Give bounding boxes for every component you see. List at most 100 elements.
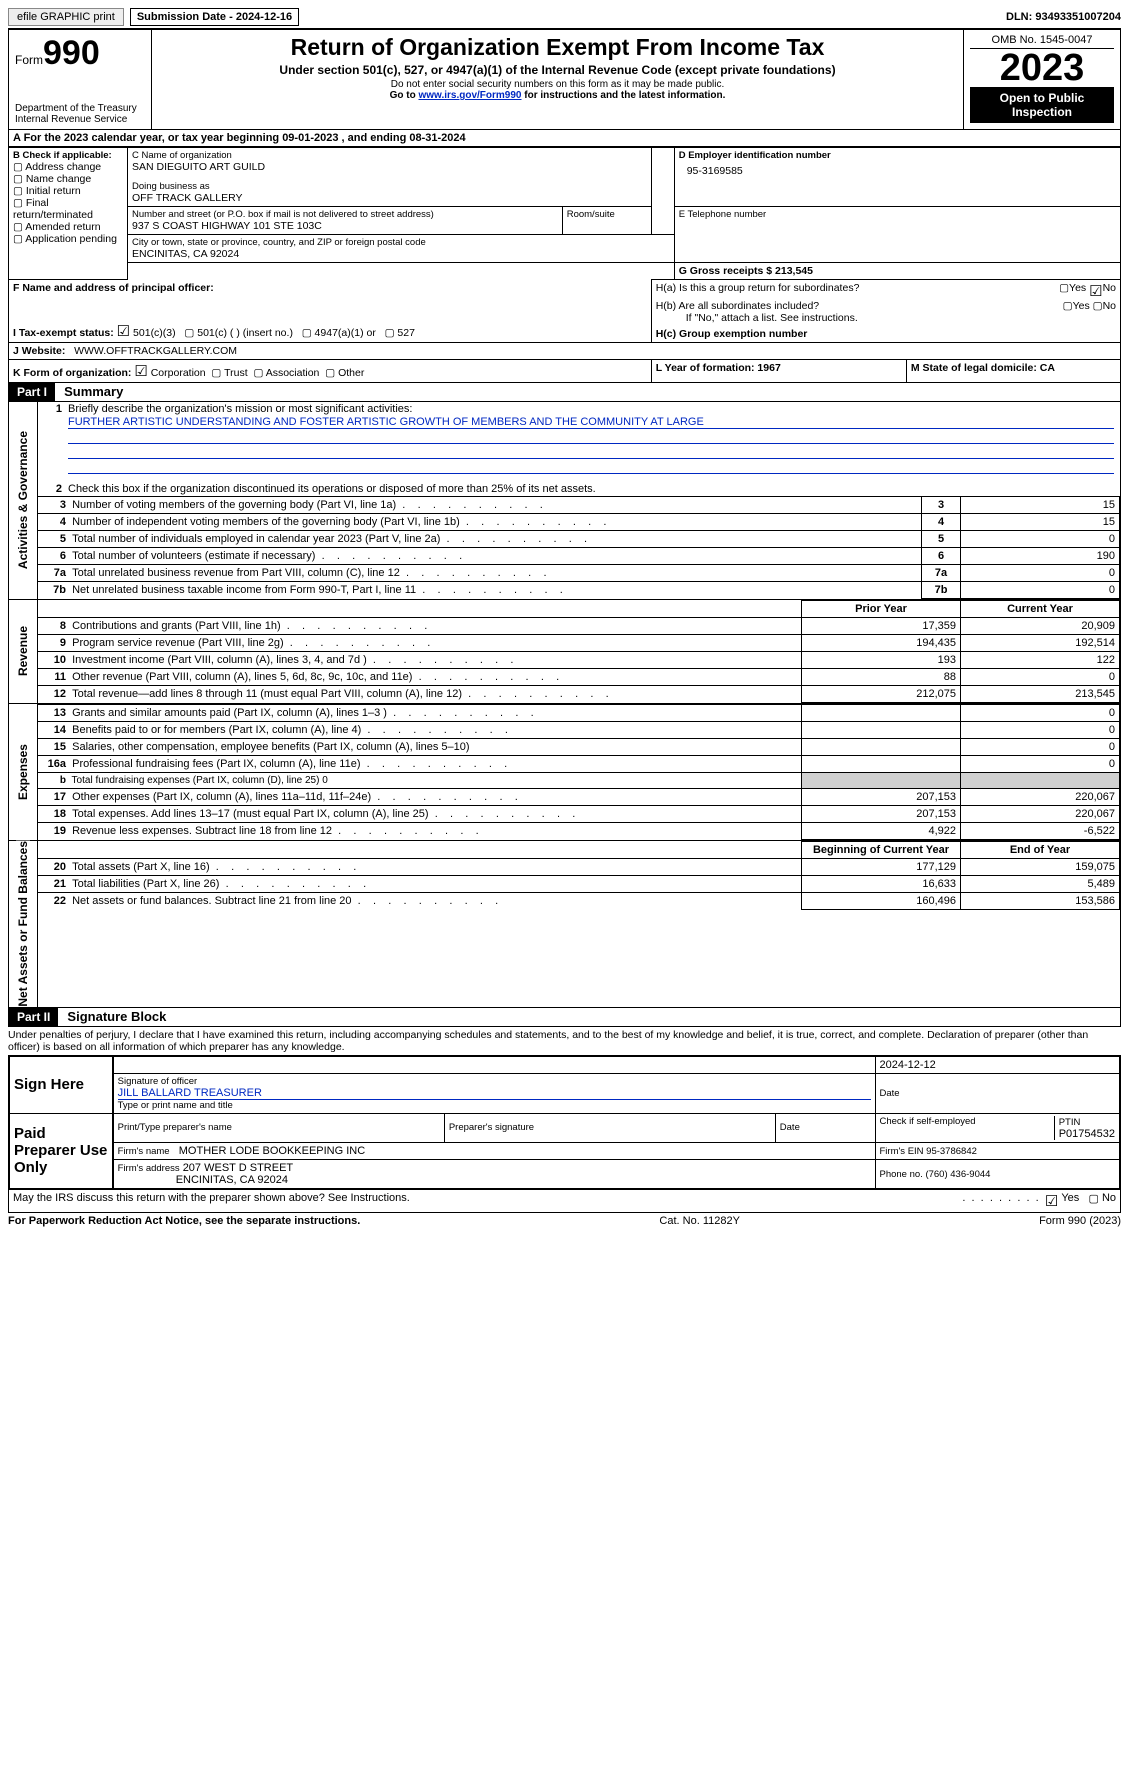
prep-sig-label: Preparer's signature xyxy=(449,1122,771,1133)
hc-label: H(c) Group exemption number xyxy=(656,328,808,340)
dept-treasury: Department of the Treasury Internal Reve… xyxy=(15,103,145,125)
l-year-formation: L Year of formation: 1967 xyxy=(656,362,781,374)
line2-text: Check this box if the organization disco… xyxy=(68,483,596,495)
m-domicile: M State of legal domicile: CA xyxy=(911,362,1055,374)
form-title: Return of Organization Exempt From Incom… xyxy=(158,34,957,61)
b-final-return: ▢ Final return/terminated xyxy=(13,197,123,221)
dba-name: OFF TRACK GALLERY xyxy=(132,192,647,204)
b-label: B Check if applicable: xyxy=(13,150,123,161)
i-label: I Tax-exempt status: xyxy=(13,327,114,339)
check-501c3: ☑ xyxy=(117,323,130,340)
part2-bar: Part II xyxy=(9,1008,58,1026)
goto-line: Go to www.irs.gov/Form990 for instructio… xyxy=(158,90,957,101)
discuss-row: May the IRS discuss this return with the… xyxy=(8,1190,1121,1213)
tab-governance: Activities & Governance xyxy=(16,431,30,569)
website-value: WWW.OFFTRACKGALLERY.COM xyxy=(74,345,237,357)
footer-right: Form 990 (2023) xyxy=(1039,1215,1121,1227)
firm-ein: Firm's EIN 95-3786842 xyxy=(880,1146,977,1157)
section-revenue: Revenue Prior YearCurrent Year8 Contribu… xyxy=(8,599,1121,703)
org-name: SAN DIEGUITO ART GUILD xyxy=(132,161,647,173)
k-label: K Form of organization: xyxy=(13,367,131,379)
prep-date-label: Date xyxy=(780,1122,871,1133)
ptin-value: P01754532 xyxy=(1059,1128,1115,1140)
ha-no-checked: ☑ xyxy=(1089,282,1102,300)
b-initial-return: ▢ Initial return xyxy=(13,185,123,197)
hb-no: ▢No xyxy=(1093,300,1116,312)
ein-value: 95-3169585 xyxy=(679,161,1116,177)
hb-note: If "No," attach a list. See instructions… xyxy=(656,312,1116,324)
section-netassets: Net Assets or Fund Balances Beginning of… xyxy=(8,840,1121,1008)
ha-label: H(a) Is this a group return for subordin… xyxy=(656,282,1059,300)
firm-addr1: 207 WEST D STREET xyxy=(183,1162,293,1174)
room-label: Room/suite xyxy=(567,209,647,220)
mission-text: FURTHER ARTISTIC UNDERSTANDING AND FOSTE… xyxy=(68,416,1114,429)
no-ssn-note: Do not enter social security numbers on … xyxy=(158,79,957,90)
check-self-employed: Check if self-employed xyxy=(880,1116,1055,1140)
firm-name: MOTHER LODE BOOKKEEPING INC xyxy=(179,1145,365,1157)
ha-yes: ▢Yes xyxy=(1059,282,1086,300)
ptin-label: PTIN xyxy=(1059,1117,1081,1128)
line-a: A For the 2023 calendar year, or tax yea… xyxy=(8,130,1121,147)
open-to-public: Open to Public Inspection xyxy=(970,87,1114,123)
revenue-table: Prior YearCurrent Year8 Contributions an… xyxy=(38,600,1120,703)
sign-here-label: Sign Here xyxy=(9,1056,113,1114)
tax-year: 2023 xyxy=(970,49,1114,87)
b-amended-return: ▢ Amended return xyxy=(13,221,123,233)
discuss-yes-checked: ☑ xyxy=(1045,1192,1058,1210)
part1-title: Summary xyxy=(58,384,123,399)
signature-table: Sign Here 2024-12-12 Signature of office… xyxy=(8,1055,1121,1190)
form-number: 990 xyxy=(43,34,100,72)
form-header: Form990 Department of the Treasury Inter… xyxy=(8,30,1121,130)
section-expenses: Expenses 13 Grants and similar amounts p… xyxy=(8,703,1121,840)
irs-link[interactable]: www.irs.gov/Form990 xyxy=(418,90,521,101)
hb-label: H(b) Are all subordinates included? xyxy=(656,300,1063,312)
city-label: City or town, state or province, country… xyxy=(132,237,670,248)
street-label: Number and street (or P.O. box if mail i… xyxy=(132,209,558,220)
discuss-text: May the IRS discuss this return with the… xyxy=(13,1192,962,1210)
j-label: J Website: xyxy=(13,345,65,357)
header-grid: B Check if applicable: ▢ Address change … xyxy=(8,147,1121,383)
line1-label: Briefly describe the organization's miss… xyxy=(68,403,412,415)
top-bar: efile GRAPHIC print Submission Date - 20… xyxy=(8,8,1121,30)
tab-revenue: Revenue xyxy=(16,626,30,676)
firm-name-label: Firm's name xyxy=(118,1146,170,1157)
tab-expenses: Expenses xyxy=(16,744,30,800)
city-value: ENCINITAS, CA 92024 xyxy=(132,248,670,260)
b-application-pending: ▢ Application pending xyxy=(13,233,123,245)
paid-preparer-label: Paid Preparer Use Only xyxy=(9,1113,113,1189)
officer-name: JILL BALLARD TREASURER xyxy=(118,1087,871,1100)
netassets-table: Beginning of Current YearEnd of Year20 T… xyxy=(38,841,1120,910)
footer-left: For Paperwork Reduction Act Notice, see … xyxy=(8,1215,360,1227)
k-corp-checked: ☑ xyxy=(134,363,147,380)
sig-declaration: Under penalties of perjury, I declare th… xyxy=(8,1027,1121,1055)
d-ein-label: D Employer identification number xyxy=(679,150,1116,161)
street-value: 937 S COAST HIGHWAY 101 STE 103C xyxy=(132,220,558,232)
type-name-label: Type or print name and title xyxy=(118,1100,871,1111)
firm-addr2: ENCINITAS, CA 92024 xyxy=(176,1174,288,1186)
c-name-label: C Name of organization xyxy=(132,150,647,161)
form-label: Form xyxy=(15,53,43,67)
submission-date: Submission Date - 2024-12-16 xyxy=(130,8,299,26)
efile-print-button[interactable]: efile GRAPHIC print xyxy=(8,8,124,26)
sig-officer-label: Signature of officer xyxy=(118,1076,871,1087)
prep-name-label: Print/Type preparer's name xyxy=(118,1122,440,1133)
part1-bar: Part I xyxy=(9,383,55,401)
firm-addr-label: Firm's address xyxy=(118,1163,180,1174)
expenses-table: 13 Grants and similar amounts paid (Part… xyxy=(38,704,1120,840)
page-footer: For Paperwork Reduction Act Notice, see … xyxy=(8,1215,1121,1227)
section-governance: Activities & Governance 1Briefly describ… xyxy=(8,402,1121,599)
f-officer-label: F Name and address of principal officer: xyxy=(13,282,647,294)
g-gross-receipts: G Gross receipts $ 213,545 xyxy=(679,265,813,277)
part2-title: Signature Block xyxy=(61,1009,166,1024)
hb-yes: ▢Yes xyxy=(1063,300,1090,312)
footer-mid: Cat. No. 11282Y xyxy=(659,1215,740,1227)
dba-label: Doing business as xyxy=(132,181,647,192)
governance-table: 3 Number of voting members of the govern… xyxy=(38,496,1120,599)
firm-phone: Phone no. (760) 436-9044 xyxy=(880,1169,991,1180)
sig-date1: 2024-12-12 xyxy=(875,1056,1120,1074)
dln: DLN: 93493351007204 xyxy=(1006,11,1121,23)
date-label: Date xyxy=(880,1088,1116,1099)
e-phone-label: E Telephone number xyxy=(679,209,1116,220)
tab-netassets: Net Assets or Fund Balances xyxy=(16,841,30,1007)
form-subtitle: Under section 501(c), 527, or 4947(a)(1)… xyxy=(158,63,957,77)
